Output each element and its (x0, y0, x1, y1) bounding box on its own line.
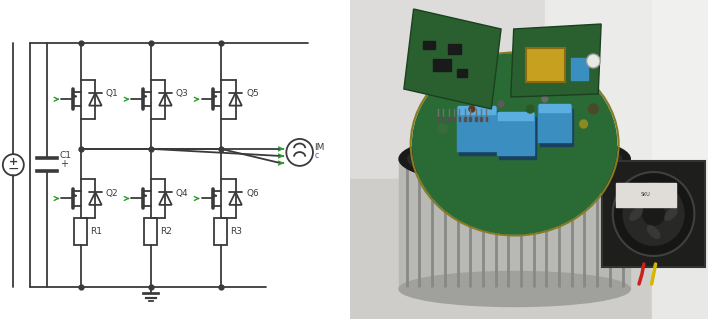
Bar (651, 0, 708, 199)
FancyBboxPatch shape (539, 104, 570, 112)
Bar (447, 117, 450, 121)
Bar (474, 117, 476, 121)
Bar (350, 179, 708, 319)
Text: +: + (59, 159, 67, 169)
Text: Q3: Q3 (176, 89, 188, 98)
Text: Q4: Q4 (176, 189, 188, 198)
Text: C1: C1 (59, 152, 72, 160)
Text: Q2: Q2 (105, 189, 118, 198)
Circle shape (469, 106, 475, 112)
Ellipse shape (399, 131, 630, 187)
FancyBboxPatch shape (457, 69, 467, 77)
FancyBboxPatch shape (616, 183, 676, 207)
Ellipse shape (647, 190, 660, 202)
Ellipse shape (665, 208, 678, 220)
Bar (437, 117, 439, 121)
Ellipse shape (399, 133, 630, 185)
FancyBboxPatch shape (571, 58, 588, 80)
Circle shape (642, 202, 666, 226)
Circle shape (588, 104, 598, 114)
FancyBboxPatch shape (458, 106, 495, 114)
Text: R2: R2 (161, 227, 172, 236)
Text: Q5: Q5 (246, 89, 258, 98)
FancyBboxPatch shape (602, 161, 705, 267)
Circle shape (526, 105, 534, 113)
Ellipse shape (399, 271, 630, 307)
Bar (453, 117, 455, 121)
Ellipse shape (408, 137, 622, 181)
FancyBboxPatch shape (459, 111, 498, 155)
Text: Q6: Q6 (246, 189, 258, 198)
Ellipse shape (647, 226, 660, 238)
Circle shape (542, 96, 548, 102)
FancyBboxPatch shape (526, 48, 565, 82)
Bar (399, 159, 630, 289)
FancyBboxPatch shape (497, 113, 534, 155)
Text: c: c (314, 151, 319, 160)
Text: IM: IM (314, 143, 325, 152)
FancyBboxPatch shape (447, 44, 461, 54)
Ellipse shape (413, 54, 617, 234)
Text: +: + (8, 157, 18, 167)
Polygon shape (510, 24, 601, 97)
FancyBboxPatch shape (433, 59, 450, 71)
FancyBboxPatch shape (538, 105, 571, 142)
Bar (459, 117, 460, 121)
FancyBboxPatch shape (423, 41, 435, 49)
Circle shape (613, 172, 695, 256)
FancyBboxPatch shape (499, 117, 536, 159)
Circle shape (586, 54, 600, 68)
Text: SKU: SKU (641, 191, 651, 197)
Polygon shape (404, 9, 501, 109)
Text: −: − (8, 162, 19, 176)
FancyBboxPatch shape (498, 112, 533, 120)
Bar (469, 117, 472, 121)
Text: Q1: Q1 (105, 89, 118, 98)
FancyBboxPatch shape (457, 107, 496, 151)
FancyBboxPatch shape (540, 109, 573, 146)
Bar (442, 117, 445, 121)
Text: R3: R3 (231, 227, 243, 236)
Bar (464, 117, 466, 121)
Circle shape (580, 120, 588, 128)
Bar (480, 117, 482, 121)
Bar (544, 0, 708, 219)
Circle shape (438, 124, 447, 134)
Bar (651, 0, 708, 319)
Text: R1: R1 (91, 227, 103, 236)
Circle shape (498, 101, 504, 107)
Bar (486, 117, 487, 121)
Ellipse shape (630, 208, 642, 220)
Circle shape (622, 182, 685, 246)
